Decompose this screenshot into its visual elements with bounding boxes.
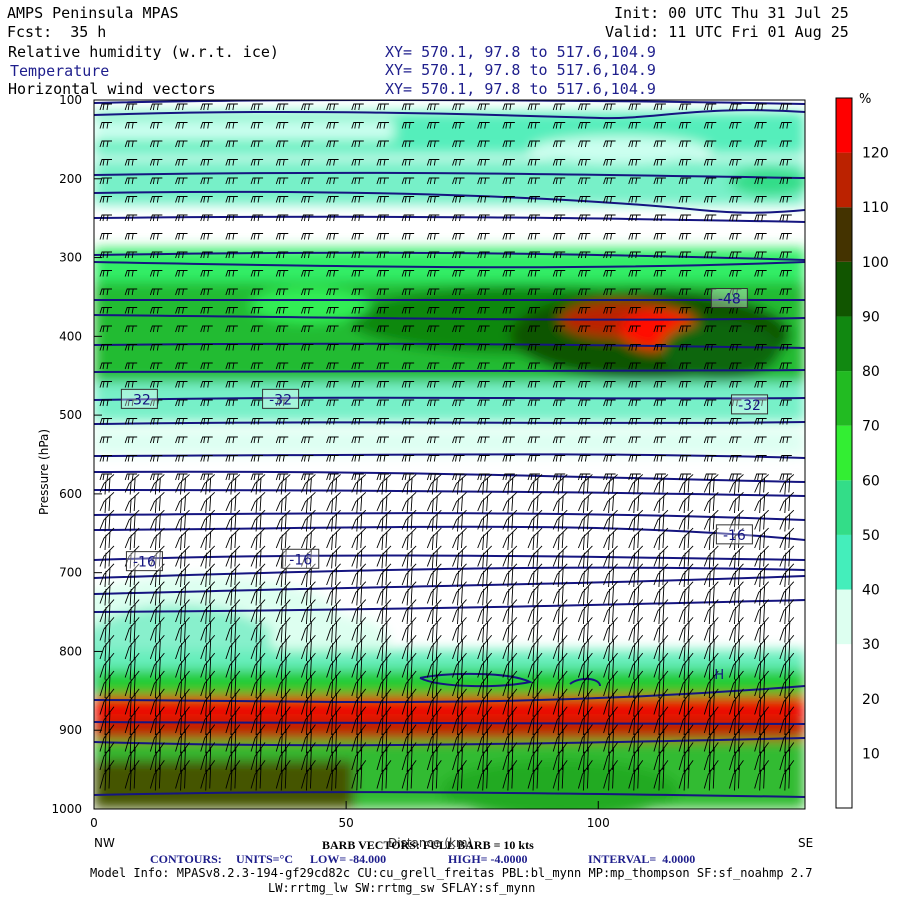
y-axis: 100 200 300 400 500 600 700 800 900 1000 bbox=[51, 93, 102, 816]
field-label-rh: Relative humidity (w.r.t. ice) bbox=[8, 43, 279, 61]
colorbar-bin bbox=[836, 207, 852, 262]
colorbar-level-label: 30 bbox=[862, 637, 880, 653]
colorbar-unit: % bbox=[859, 92, 872, 107]
x-tick-label: 0 bbox=[90, 816, 98, 830]
temperature-label-text: -32 bbox=[269, 392, 292, 408]
model-title: AMPS Peninsula MPAS bbox=[7, 4, 179, 22]
field-xy-wind: XY= 570.1, 97.8 to 517.6,104.9 bbox=[385, 80, 656, 98]
y-tick-label: 600 bbox=[59, 487, 82, 501]
y-tick-label: 200 bbox=[59, 172, 82, 186]
colorbar-level-label: 40 bbox=[862, 583, 880, 599]
colorbar-level-label: 70 bbox=[862, 419, 880, 435]
colorbar-bin bbox=[836, 425, 852, 481]
wind-barb-field bbox=[99, 103, 795, 791]
colorbar-level-label: 10 bbox=[862, 746, 880, 762]
temperature-label-text: -16 bbox=[723, 528, 746, 544]
temperature-label: -16 bbox=[125, 551, 163, 572]
barb-note: BARB VECTORS: FULL BARB = 10 kts bbox=[322, 838, 534, 852]
wind-barbs bbox=[99, 103, 795, 791]
temperature-label-text: -48 bbox=[718, 292, 741, 308]
colorbar-bin bbox=[836, 753, 852, 808]
colorbar-level-label: 100 bbox=[862, 255, 889, 271]
temperature-high-mark: H bbox=[714, 668, 724, 683]
y-tick-label: 400 bbox=[59, 329, 82, 343]
temperature-label: -32 bbox=[731, 394, 769, 415]
temperature-contour-labels: -48 -32 -32 -32 -16 -16 -16 H bbox=[120, 288, 769, 683]
colorbar-bin bbox=[836, 644, 852, 699]
field-label-wind: Horizontal wind vectors bbox=[8, 80, 216, 98]
colorbar-level-label: 110 bbox=[862, 200, 889, 216]
temperature-label: -16 bbox=[715, 524, 753, 545]
isotherms bbox=[94, 100, 805, 798]
temperature-label: -16 bbox=[282, 548, 320, 569]
contours-high: HIGH= -4.0000 bbox=[448, 852, 528, 866]
y-tick-label: 300 bbox=[59, 251, 82, 265]
model-info: Model Info: MPASv8.2.3-194-gf29cd82c CU:… bbox=[90, 866, 813, 880]
y-tick-label: 900 bbox=[59, 723, 82, 737]
valid-time: Valid: 11 UTC Fri 01 Aug 25 bbox=[605, 23, 849, 41]
contours-units: UNITS=°C bbox=[236, 852, 293, 866]
x-tick-label: 100 bbox=[587, 816, 610, 830]
colorbar-bin bbox=[836, 698, 852, 754]
colorbar-level-label: 50 bbox=[862, 528, 880, 544]
colorbar-bin bbox=[836, 534, 852, 590]
init-time: Init: 00 UTC Thu 31 Jul 25 bbox=[614, 4, 849, 22]
y-tick-label: 700 bbox=[59, 566, 82, 580]
contours-interval: INTERVAL= 4.0000 bbox=[588, 852, 696, 866]
colorbar-bin bbox=[836, 98, 852, 153]
field-label-temperature: Temperature bbox=[10, 62, 110, 80]
field-xy-rh: XY= 570.1, 97.8 to 517.6,104.9 bbox=[385, 43, 656, 61]
colorbar-level-label: 20 bbox=[862, 692, 880, 708]
temperature-label: -32 bbox=[120, 388, 158, 409]
x-axis: 0 50 100 bbox=[90, 801, 610, 830]
x-axis-right-label: SE bbox=[798, 836, 814, 850]
x-axis-title: Distance (km) bbox=[388, 836, 473, 850]
colorbar-bin bbox=[836, 261, 852, 317]
colorbar-bin bbox=[836, 152, 852, 208]
temperature-label-text: -32 bbox=[128, 392, 151, 408]
temperature-label-text: -16 bbox=[289, 552, 312, 568]
y-tick-label: 100 bbox=[59, 93, 82, 107]
colorbar-bin bbox=[836, 480, 852, 535]
temperature-label-text: -16 bbox=[133, 555, 156, 571]
colorbar-level-label: 80 bbox=[862, 364, 880, 380]
contours-low: LOW= -84.000 bbox=[310, 852, 387, 866]
y-tick-label: 500 bbox=[59, 408, 82, 422]
y-tick-label: 1000 bbox=[51, 802, 82, 816]
colorbar-level-label: 120 bbox=[862, 146, 889, 162]
colorbar-level-label: 60 bbox=[862, 473, 880, 489]
x-tick-label: 50 bbox=[338, 816, 353, 830]
colorbar-bin bbox=[836, 371, 852, 426]
temperature-label: -32 bbox=[262, 388, 300, 409]
y-axis-title: Pressure (hPa) bbox=[37, 428, 51, 515]
model-info-physics: LW:rrtmg_lw SW:rrtmg_sw SFLAY:sf_mynn bbox=[268, 881, 536, 895]
colorbar-bin bbox=[836, 589, 852, 645]
contours-label: CONTOURS: bbox=[150, 852, 222, 866]
field-xy-temperature: XY= 570.1, 97.8 to 517.6,104.9 bbox=[385, 61, 656, 79]
colorbar: 10 20 30 40 50 60 70 80 90 100 110 120 bbox=[835, 97, 889, 809]
colorbar-frame bbox=[835, 97, 853, 809]
colorbar-level-label: 90 bbox=[862, 309, 880, 325]
temperature-label-text: -32 bbox=[738, 398, 761, 414]
forecast-hour: Fcst: 35 h bbox=[7, 23, 107, 41]
colorbar-bin bbox=[836, 316, 852, 372]
x-axis-left-label: NW bbox=[94, 836, 115, 850]
temperature-label: -48 bbox=[710, 288, 748, 309]
y-tick-label: 800 bbox=[59, 644, 82, 658]
plot-frame bbox=[93, 99, 806, 810]
